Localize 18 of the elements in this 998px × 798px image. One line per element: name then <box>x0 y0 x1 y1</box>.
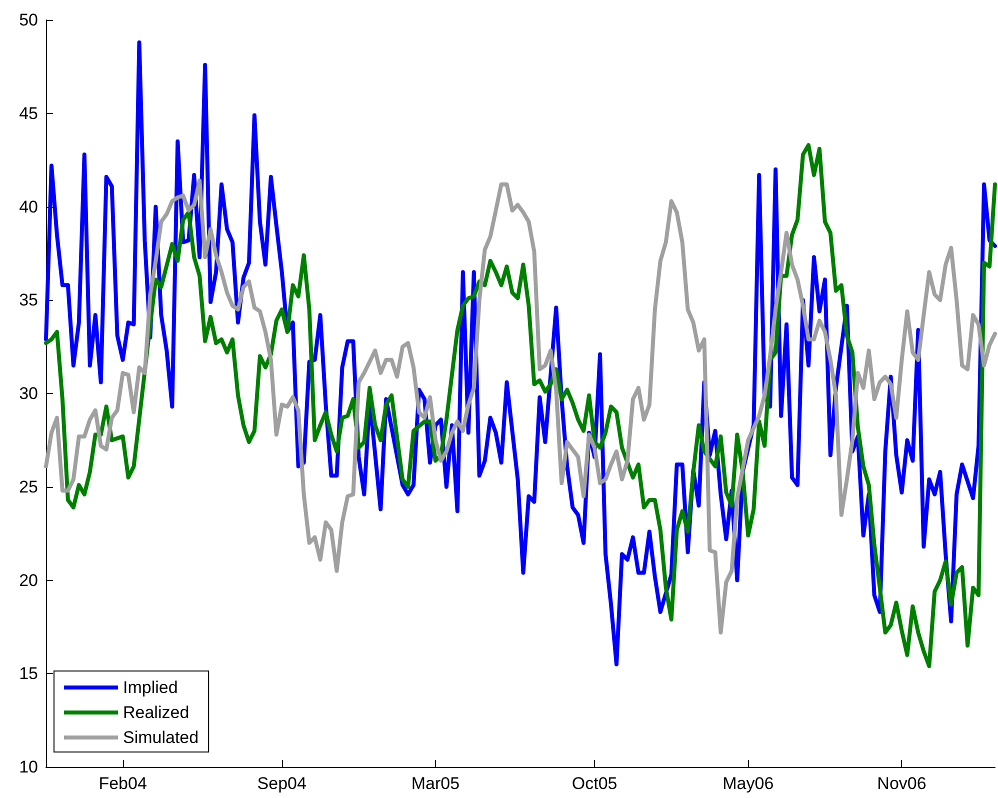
x-tick-label: Feb04 <box>98 774 147 793</box>
x-tick-label: May06 <box>722 774 774 793</box>
legend-label: Simulated <box>123 728 199 747</box>
x-tick-label: Sep04 <box>257 774 306 793</box>
y-tick-label: 10 <box>19 758 38 776</box>
x-tick-label: Oct05 <box>572 774 618 793</box>
y-tick-label: 50 <box>19 10 38 30</box>
y-tick-label: 40 <box>19 197 38 216</box>
y-tick-label: 20 <box>19 570 38 590</box>
y-tick-label: 35 <box>19 290 38 310</box>
x-tick-label: Mar05 <box>411 774 460 793</box>
y-tick-label: 25 <box>19 477 38 496</box>
legend-label: Realized <box>123 703 190 722</box>
y-tick-label: 15 <box>19 664 38 684</box>
y-tick-label: 30 <box>19 384 38 403</box>
legend-label: Implied <box>123 678 178 697</box>
x-tick-label: Nov06 <box>877 774 926 793</box>
y-tick-label: 45 <box>19 104 38 123</box>
